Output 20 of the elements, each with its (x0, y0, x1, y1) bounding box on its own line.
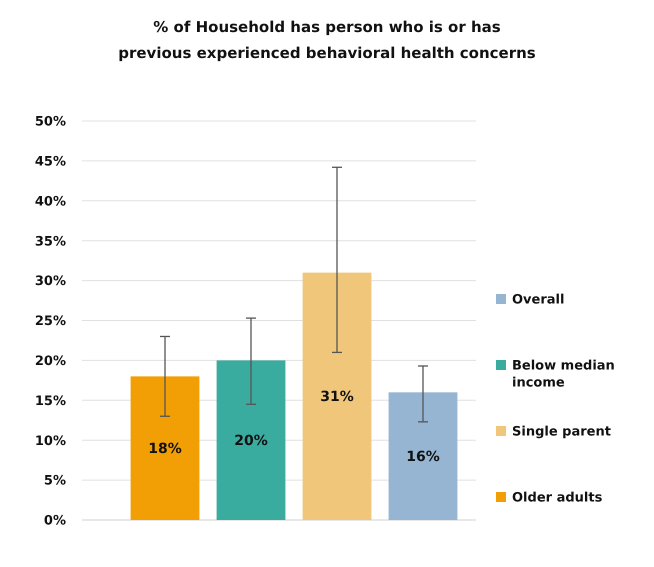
y-tick-label: 5% (44, 474, 66, 489)
data-label: 16% (406, 449, 440, 466)
chart-title: % of Household has person who is or has previous experienced behavioral health concerns (118, 18, 536, 62)
y-tick-label: 30% (34, 274, 66, 290)
legend-label: Overall (512, 292, 564, 308)
y-tick-label: 40% (34, 194, 66, 210)
legend-label: Single parent (512, 424, 611, 440)
y-tick-label: 10% (34, 434, 66, 449)
y-tick-label: 50% (34, 114, 66, 130)
y-tick-label: 45% (34, 154, 66, 170)
data-label: 18% (148, 441, 182, 458)
y-tick-label: 15% (34, 394, 66, 409)
y-tick-label: 35% (34, 234, 66, 250)
legend-label: Older adults (512, 490, 603, 506)
data-label: 31% (320, 389, 354, 406)
data-label: 20% (234, 433, 268, 450)
legend-label: Below median income (512, 358, 615, 390)
y-tick-label: 20% (34, 354, 66, 369)
y-tick-label: 25% (34, 314, 66, 330)
y-tick-label: 0% (44, 514, 66, 529)
